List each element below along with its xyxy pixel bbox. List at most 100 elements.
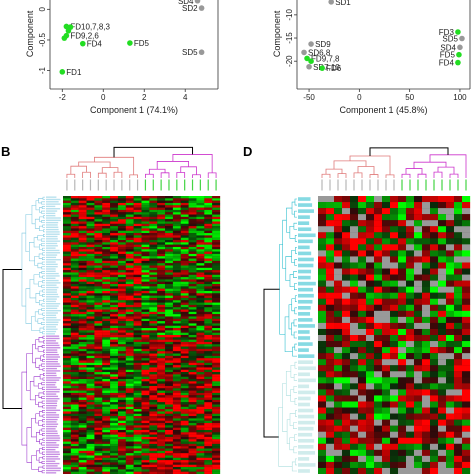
heatmap-cell — [204, 335, 213, 338]
heatmap-cell — [157, 270, 166, 273]
heatmap-cell — [102, 260, 111, 264]
heatmap-cell — [180, 316, 189, 319]
heatmap-cell — [180, 355, 189, 359]
row-leaf-label — [298, 384, 310, 389]
heatmap-cell — [326, 292, 335, 299]
heatmap-cell — [462, 341, 471, 348]
row-leaf-label — [46, 347, 61, 349]
row-dendrogram-branch — [295, 410, 297, 417]
heatmap-cell — [86, 251, 95, 255]
heatmap-cell — [462, 401, 471, 408]
row-leaf-label — [46, 235, 58, 238]
row-leaf-label — [46, 388, 60, 391]
heatmap-cell — [422, 232, 431, 239]
row-leaf-label — [298, 275, 311, 280]
heatmap-cell — [326, 214, 335, 221]
x-tick-label: 50 — [405, 93, 414, 102]
heatmap-cell — [446, 328, 455, 336]
heatmap-cell — [172, 406, 181, 410]
heatmap-cell — [78, 318, 87, 322]
heatmap-cell — [180, 441, 189, 445]
heatmap-cell — [141, 302, 150, 306]
heatmap-cell — [149, 214, 158, 217]
heatmap-cell — [342, 244, 351, 251]
heatmap-cell — [188, 360, 197, 363]
row-dendrogram-branch — [43, 215, 45, 219]
row-leaf-label — [298, 227, 312, 232]
heatmap-cell — [374, 316, 383, 324]
row-leaf-label — [46, 432, 58, 435]
heatmap-cell — [141, 392, 150, 396]
heatmap-cell — [149, 267, 158, 271]
heatmap-cell — [102, 256, 111, 259]
heatmap-cell — [141, 209, 150, 213]
heatmap-cell — [204, 316, 213, 319]
heatmap-cell — [180, 464, 189, 468]
heatmap-cell — [165, 237, 174, 241]
heatmap-cell — [70, 348, 79, 352]
row-leaf-label — [46, 337, 60, 340]
heatmap-cell — [78, 212, 87, 215]
heatmap-cell — [94, 441, 103, 445]
heatmap-cell — [188, 365, 197, 368]
heatmap-cell — [149, 233, 158, 236]
heatmap-cell — [63, 406, 71, 410]
heatmap-cell — [414, 322, 423, 330]
heatmap-cell — [430, 328, 439, 336]
heatmap-cell — [70, 374, 79, 377]
heatmap-cell — [165, 249, 174, 252]
heatmap-cell — [180, 341, 189, 345]
heatmap-cell — [382, 377, 391, 384]
heatmap-cell — [63, 337, 71, 340]
heatmap-cell — [390, 467, 399, 474]
heatmap-cell — [117, 297, 126, 301]
heatmap-cell — [86, 335, 95, 338]
heatmap-cell — [117, 290, 126, 294]
column-dendrogram-branch — [78, 161, 111, 168]
heatmap-cell — [63, 439, 71, 442]
heatmap-cell — [110, 274, 119, 278]
heatmap-cell — [110, 223, 119, 227]
heatmap-cell — [196, 469, 205, 472]
row-dendrogram-branch — [294, 361, 297, 369]
row-dendrogram-branch — [286, 207, 293, 233]
heatmap-cell — [117, 219, 126, 222]
heatmap-cell — [117, 464, 126, 468]
heatmap-cell — [374, 353, 383, 360]
heatmap-cell — [204, 286, 213, 289]
heatmap-cell — [438, 238, 447, 245]
heatmap-cell — [78, 469, 87, 472]
heatmap-cell — [196, 355, 205, 359]
heatmap-cell — [438, 274, 447, 281]
row-leaf-label — [46, 381, 57, 384]
heatmap-cell — [172, 267, 181, 271]
heatmap-cell — [70, 196, 79, 199]
row-dendrogram-branch — [33, 237, 40, 248]
heatmap-cell — [141, 390, 150, 394]
heatmap-cell — [133, 372, 142, 375]
heatmap-cell — [398, 280, 407, 287]
heatmap-cell — [102, 392, 111, 396]
heatmap-cell — [86, 376, 95, 380]
heatmap-cell — [462, 413, 471, 420]
heatmap-cell — [63, 399, 71, 403]
heatmap-cell — [110, 453, 119, 456]
heatmap-cell — [454, 371, 463, 378]
heatmap-cell — [125, 318, 134, 322]
heatmap-cell — [86, 318, 95, 322]
heatmap-cell — [334, 202, 343, 209]
heatmap-cell — [212, 409, 221, 412]
row-dendrogram-branch — [39, 438, 43, 445]
heatmap-cell — [157, 321, 166, 324]
row-dendrogram-branch — [36, 432, 40, 442]
heatmap-cell — [102, 307, 111, 310]
heatmap-cell — [414, 401, 423, 408]
heatmap-cell — [157, 221, 166, 224]
heatmap-cell — [196, 446, 205, 449]
heatmap-cell — [70, 455, 79, 458]
heatmap-cell — [212, 311, 221, 315]
heatmap-cell — [454, 214, 463, 221]
heatmap-cell — [382, 280, 391, 287]
heatmap-cell — [70, 272, 79, 275]
heatmap-cell — [70, 205, 79, 208]
